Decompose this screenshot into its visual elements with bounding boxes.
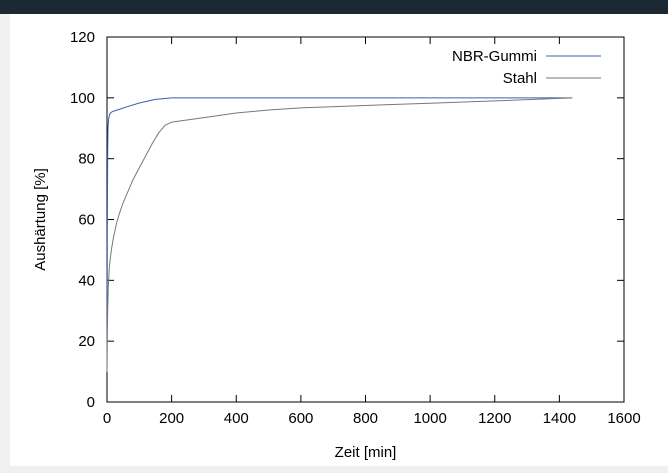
series-layer [106, 97, 573, 372]
y-axis-label: Aushärtung [%] [32, 168, 49, 271]
series-line-stahl [106, 97, 573, 372]
y-tick-label: 80 [78, 151, 95, 168]
bottom-margin-strip [0, 466, 668, 473]
window-top-bar [0, 0, 668, 14]
legend-label: Stahl [503, 70, 537, 87]
x-axis-label: Zeit [min] [335, 444, 397, 461]
x-tick-label: 400 [224, 410, 249, 427]
legend: NBR-Gummi Stahl [452, 48, 601, 87]
y-tick-label: 100 [70, 90, 95, 107]
x-tick-label: 1000 [413, 410, 446, 427]
y-tick-label: 20 [78, 333, 95, 350]
x-tick-label: 1400 [543, 410, 576, 427]
x-tick-label: 800 [353, 410, 378, 427]
series-line-nbr-gummi [106, 97, 573, 372]
axes: 0 200 400 600 800 1000 1200 1400 1600 0 20 40 60 80 10… [70, 29, 641, 427]
x-tick-label: 1600 [607, 410, 640, 427]
x-tick-label: 0 [103, 410, 111, 427]
y-tick-label: 60 [78, 212, 95, 229]
legend-label: NBR-Gummi [452, 48, 537, 65]
x-tick-label: 200 [159, 410, 184, 427]
y-tick-label: 120 [70, 29, 95, 46]
left-margin-strip [0, 14, 10, 473]
x-tick-label: 1200 [478, 410, 511, 427]
y-tick-label: 40 [78, 272, 95, 289]
plot-frame [106, 36, 625, 403]
y-tick-label: 0 [87, 394, 95, 411]
x-tick-label: 600 [288, 410, 313, 427]
